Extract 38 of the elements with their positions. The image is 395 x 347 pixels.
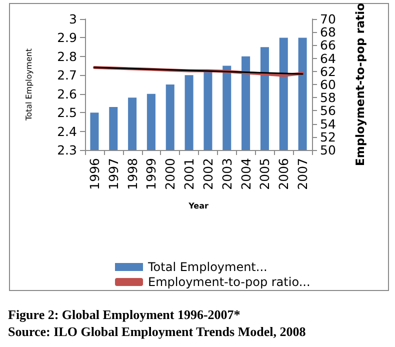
y2-tick-label: 50 — [320, 142, 336, 158]
y2-tick-label: 60 — [320, 77, 336, 92]
x-tick-label: 2007 — [295, 158, 310, 190]
x-tick-label: 2006 — [276, 158, 292, 190]
y-tick-label: 2.7 — [57, 68, 77, 83]
y2-tick-label: 66 — [320, 38, 336, 53]
x-tick-label: 1996 — [86, 158, 102, 190]
y2-tick-label: 58 — [320, 90, 336, 106]
text: Figure 2: Global Employment 1996-2007* — [8, 307, 240, 322]
x-tick-label: 1999 — [144, 158, 159, 190]
y-tick-label: 2.4 — [57, 124, 78, 139]
x-tick-label: 1997 — [106, 158, 121, 190]
y2-tick-label: 68 — [320, 24, 336, 40]
y2-tick-label: 70 — [320, 12, 336, 26]
y2-axis-title: Employment-to-pop ratio — [353, 2, 367, 166]
y2-tick-label: 54 — [320, 116, 336, 132]
source-note: Source: ILO Global Employment Trends Model, 2008 — [8, 324, 306, 339]
x-tick-label: 2001 — [182, 158, 197, 190]
x-tick-label: 2004 — [238, 158, 254, 190]
x-tick-label: 1998 — [124, 158, 140, 190]
y2-tick-label: 52 — [320, 129, 336, 144]
x-tick-label: 2003 — [219, 158, 234, 190]
y2-tick-label: 64 — [320, 50, 336, 66]
x-tick-label: 2005 — [257, 158, 272, 190]
legend-label: Total Employment... — [147, 260, 268, 274]
y2-tick-label: 62 — [320, 64, 336, 79]
y-tick-label: 2.5 — [57, 105, 77, 120]
x-tick-label: 2002 — [200, 158, 216, 190]
y-tick-label: 2.9 — [57, 30, 78, 46]
y-axis-title: Total Employment — [24, 48, 34, 122]
x-tick-label: 2000 — [162, 158, 178, 190]
y2-tick-label: 56 — [320, 103, 336, 118]
y-tick-label: 2.3 — [57, 142, 77, 158]
y-tick-label: 2.8 — [57, 48, 78, 64]
legend-label: Employment-to-pop ratio... — [148, 275, 310, 289]
y-tick-label: 2.6 — [57, 86, 78, 102]
y-tick-label: 3 — [69, 12, 77, 26]
x-axis-title: Year — [188, 202, 208, 210]
